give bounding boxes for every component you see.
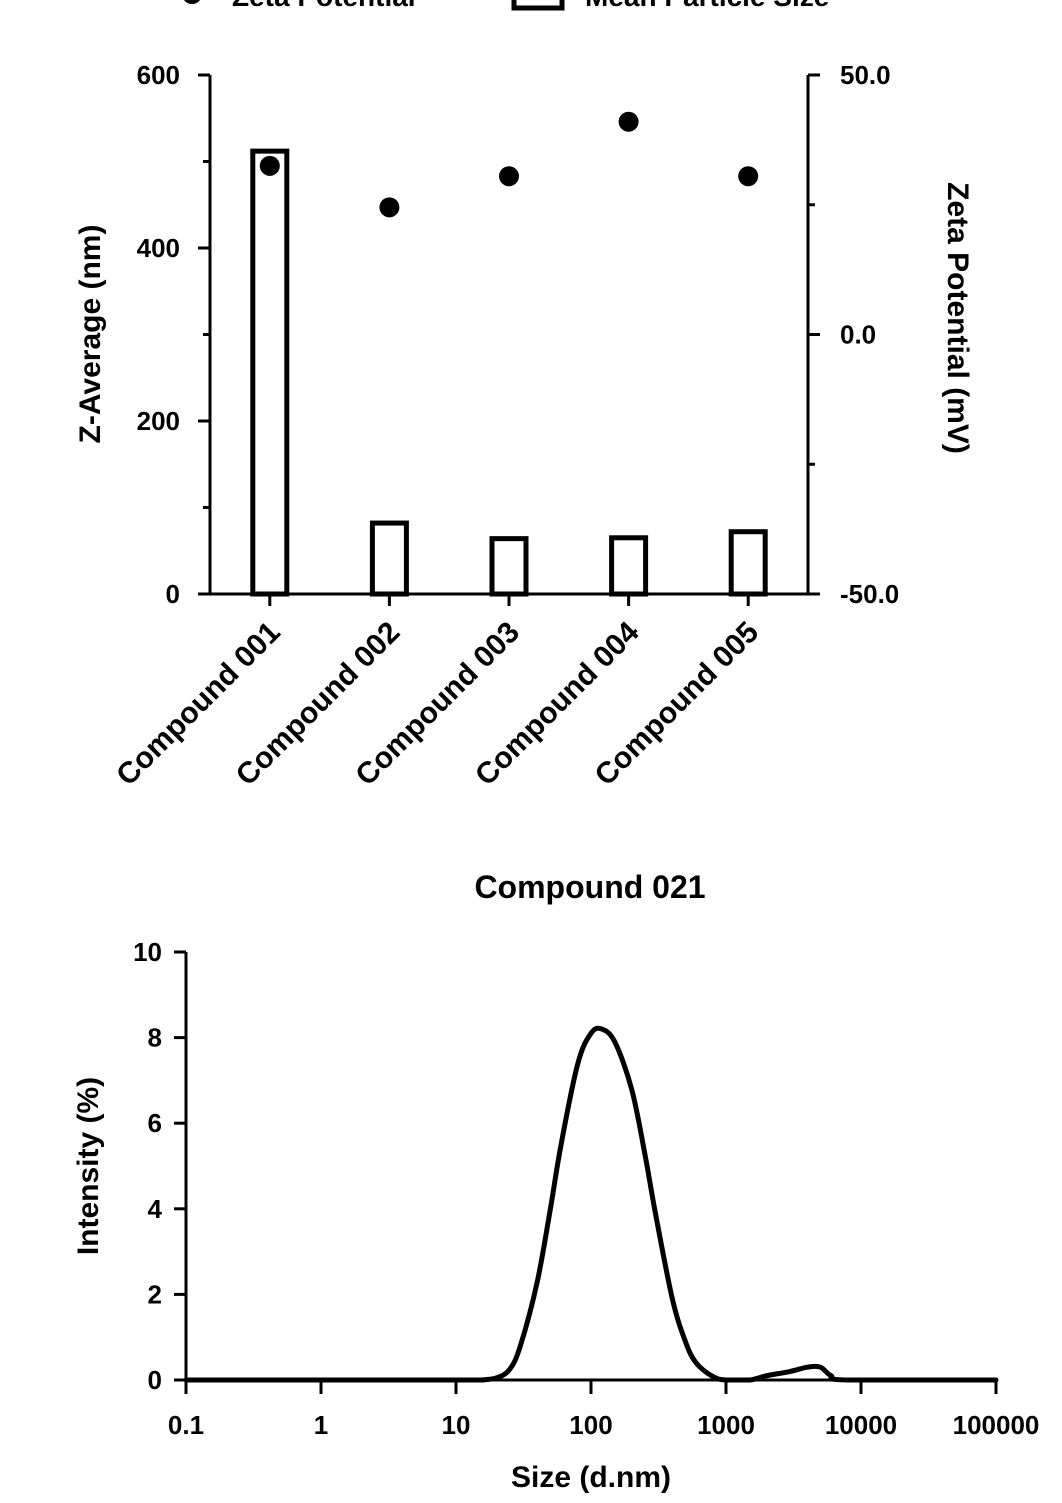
x-tick-label: 100 — [569, 1410, 612, 1440]
bar-4 — [612, 538, 646, 594]
right-tick-label: 50.0 — [840, 60, 891, 90]
right-y-axis-title: Zeta Potential (mV) — [941, 182, 974, 454]
legend-size-marker — [514, 0, 562, 8]
bar-2 — [372, 523, 406, 594]
zeta-point-5 — [738, 166, 758, 186]
legend-zeta-label: Zeta Potential — [232, 0, 416, 12]
y-tick-label: 4 — [148, 1194, 163, 1224]
x-tick-label: 1 — [314, 1410, 328, 1440]
y-axis-title: Intensity (%) — [72, 1077, 105, 1255]
bars-group — [253, 151, 765, 594]
bar-5 — [731, 532, 765, 594]
y-tick-label: 2 — [148, 1279, 162, 1309]
x-category-labels: Compound 001Compound 002Compound 003Comp… — [110, 594, 765, 792]
zeta-point-1 — [260, 156, 280, 176]
y-ticks: 0 2 4 6 8 10 — [133, 937, 186, 1395]
particle-size-zeta-chart: 0 200 400 600 -50.0 0.0 50.0 Compound 001Comp… — [74, 60, 974, 792]
x-ticks: 0.1 1 10 100 1000 10000 100000 — [168, 1380, 1039, 1440]
bar-1 — [253, 151, 287, 594]
legend: Zeta Potential Mean Particle Size — [182, 0, 829, 12]
intensity-distribution-chart: Compound 021 0 2 4 6 8 10 0.1 1 10 100 1000 10000 1… — [72, 869, 1039, 1494]
chart-title: Compound 021 — [474, 869, 705, 905]
y-tick-label: 6 — [148, 1108, 162, 1138]
y-tick-label: 8 — [148, 1023, 162, 1053]
y-tick-label: 10 — [133, 937, 162, 967]
x-tick-label: 10000 — [825, 1410, 897, 1440]
left-tick-label: 600 — [137, 60, 180, 90]
intensity-curve — [186, 1028, 996, 1380]
x-tick-label: 100000 — [953, 1410, 1040, 1440]
bar-3 — [492, 539, 526, 594]
zeta-points-group — [260, 112, 758, 218]
zeta-point-4 — [619, 112, 639, 132]
left-tick-label: 0 — [166, 579, 180, 609]
right-y-ticks: -50.0 0.0 50.0 — [808, 60, 899, 609]
x-axis-title: Size (d.nm) — [511, 1461, 671, 1494]
x-tick-label: 10 — [442, 1410, 471, 1440]
legend-size-label: Mean Particle Size — [585, 0, 829, 12]
x-tick-label: 0.1 — [168, 1410, 204, 1440]
left-y-ticks: 0 200 400 600 — [137, 60, 210, 609]
zeta-point-2 — [379, 197, 399, 217]
legend-zeta-marker — [182, 0, 202, 4]
left-tick-label: 200 — [137, 406, 180, 436]
left-tick-label: 400 — [137, 233, 180, 263]
y-tick-label: 0 — [148, 1365, 162, 1395]
right-tick-label: 0.0 — [840, 320, 876, 350]
right-tick-label: -50.0 — [840, 579, 899, 609]
x-tick-label: 1000 — [697, 1410, 755, 1440]
zeta-point-3 — [499, 166, 519, 186]
left-y-axis-title: Z-Average (nm) — [74, 225, 107, 444]
